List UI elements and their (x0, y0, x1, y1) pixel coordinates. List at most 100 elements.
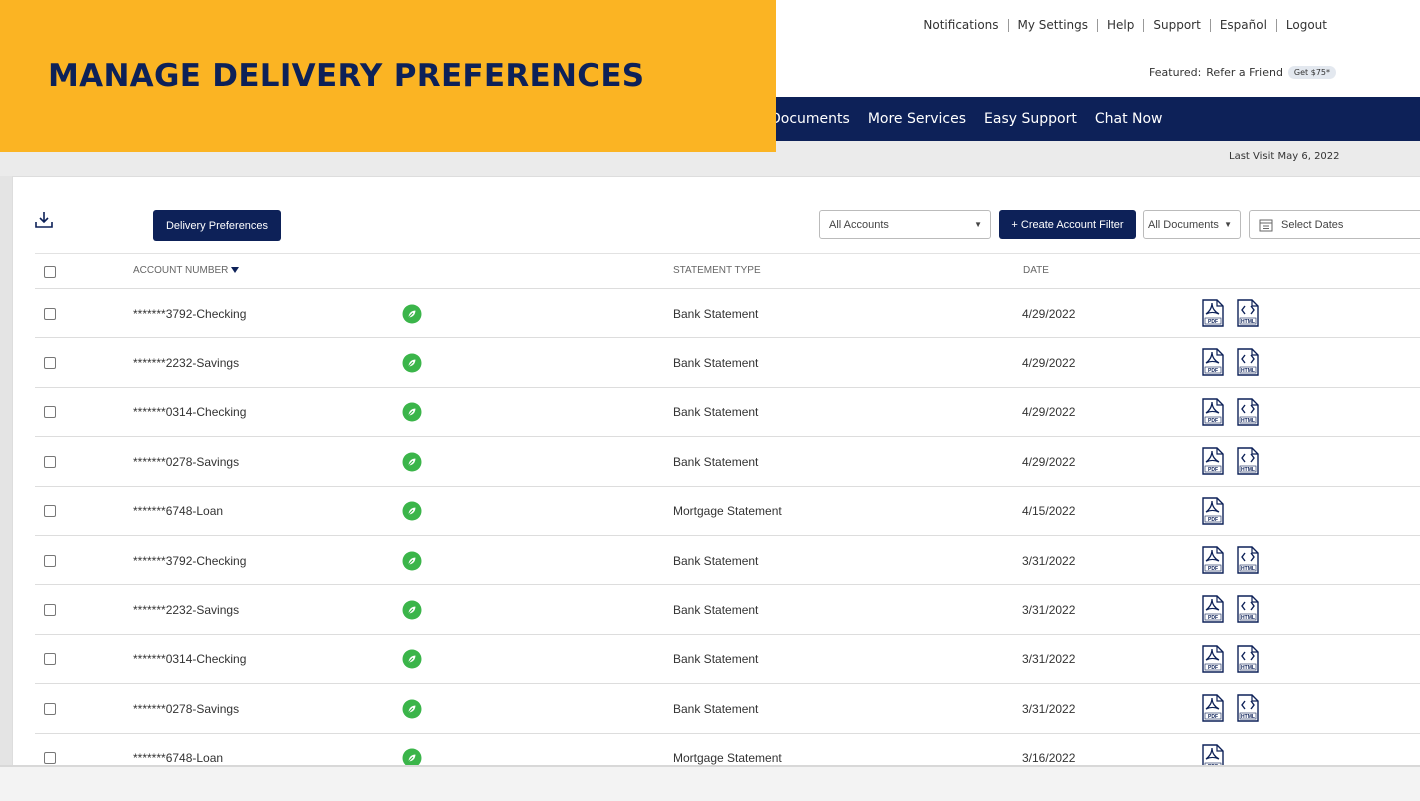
account-number: *******0314-Checking (133, 405, 247, 420)
top-link[interactable]: Support (1143, 19, 1209, 32)
pdf-icon[interactable]: PDF (1202, 546, 1224, 574)
icon-fold (1251, 398, 1258, 406)
paperless-icon (402, 551, 422, 570)
pdf-icon[interactable]: PDF (1202, 348, 1224, 377)
icon-glyph (1241, 404, 1255, 414)
select-all-checkbox[interactable] (44, 266, 56, 278)
table-row: *******6748-Loan Mortgage Statement 4/15/2… (35, 485, 1420, 536)
pdf-icon[interactable]: PDF (1202, 743, 1224, 766)
icon-fold (1216, 398, 1223, 406)
html-icon[interactable]: HTML (1237, 348, 1259, 377)
icon-fold (1251, 448, 1258, 455)
top-link[interactable]: Español (1209, 19, 1276, 32)
icon-label-bg (1204, 564, 1222, 572)
html-icon[interactable]: HTML (1237, 595, 1259, 624)
date-select-text: Select Dates (1281, 218, 1344, 231)
checkbox-cell (44, 289, 56, 338)
table-row: *******3792-Checking Bank Statement 3/31/2… (35, 535, 1420, 585)
icon-fold (1216, 349, 1223, 356)
icon-label: PDF (1208, 566, 1218, 572)
table-row: *******6748-Loan Mortgage Statement 3/16/2… (35, 732, 1420, 766)
row-checkbox[interactable] (44, 653, 56, 666)
account-number: *******6748-Loan (133, 504, 224, 519)
pdf-icon[interactable]: PDF (1202, 496, 1224, 525)
paperless-icon (402, 452, 422, 472)
icon-fold (1216, 695, 1223, 702)
html-icon[interactable]: HTML (1237, 447, 1259, 475)
featured-badge[interactable]: Get $75* (1287, 66, 1336, 79)
icon-label-bg (1239, 614, 1257, 621)
checkbox-cell (44, 338, 56, 387)
icon-fold (1251, 695, 1258, 702)
icon-leaf (407, 407, 417, 417)
icon-fold (1216, 645, 1223, 653)
statement-type: Bank Statement (673, 405, 759, 420)
paperless-icon (402, 304, 422, 323)
icon-label-bg (1239, 317, 1257, 325)
paperless-icon (402, 699, 422, 719)
download-icon[interactable] (34, 210, 54, 230)
icon-glyph (1241, 651, 1255, 661)
documents-select[interactable]: All Documents ▼ (1143, 210, 1241, 239)
pdf-icon[interactable]: PDF (1202, 299, 1224, 327)
featured-link[interactable]: Refer a Friend (1206, 66, 1283, 79)
html-icon[interactable]: HTML (1237, 299, 1259, 327)
nav-item[interactable]: More Services (867, 111, 967, 127)
icon-fold (1251, 547, 1258, 554)
column-header[interactable]: ACCOUNT NUMBER (133, 265, 240, 276)
paperless-icon (402, 649, 422, 669)
icon-label-bg (1239, 416, 1257, 424)
statement-date: 3/31/2022 (1022, 553, 1076, 568)
row-checkbox[interactable] (44, 505, 56, 518)
top-link[interactable]: Logout (1275, 19, 1336, 32)
account-number: *******0314-Checking (133, 652, 247, 667)
divider (35, 253, 1420, 254)
delivery-preferences-button[interactable]: Delivery Preferences (153, 210, 281, 241)
row-checkbox[interactable] (44, 603, 56, 616)
icon-label-bg (1204, 712, 1222, 720)
paperless-icon (402, 600, 422, 620)
pdf-icon[interactable]: PDF (1202, 645, 1224, 673)
featured-label: Featured: (1149, 66, 1202, 79)
icon-glyph (1205, 500, 1220, 513)
checkbox-cell (44, 536, 56, 585)
icon-leaf (407, 506, 417, 516)
icon-glyph (1205, 451, 1220, 463)
top-link[interactable]: Notifications (923, 18, 999, 32)
statement-date: 3/31/2022 (1022, 652, 1076, 667)
top-link[interactable]: My Settings (1007, 19, 1098, 32)
nav-item[interactable]: Documents (770, 111, 850, 127)
nav-item[interactable]: Chat Now (1094, 111, 1163, 127)
html-icon[interactable]: HTML (1237, 694, 1259, 722)
row-checkbox[interactable] (44, 702, 56, 715)
top-link[interactable]: Help (1097, 19, 1143, 32)
row-checkbox[interactable] (44, 554, 56, 567)
pdf-icon[interactable]: PDF (1202, 447, 1224, 475)
paperless-icon (402, 353, 422, 373)
row-checkbox[interactable] (44, 356, 56, 369)
row-checkbox[interactable] (44, 406, 56, 419)
html-icon[interactable]: HTML (1237, 645, 1259, 673)
documents-panel: Delivery Preferences All Accounts ▼ + Cre… (12, 176, 1420, 766)
pdf-icon[interactable]: PDF (1202, 694, 1224, 722)
date-select[interactable]: Select Dates (1249, 210, 1420, 239)
pdf-icon[interactable]: PDF (1202, 398, 1224, 426)
create-filter-button[interactable]: + Create Account Filter (999, 210, 1136, 239)
icon-glyph (1241, 453, 1255, 463)
icon-leaf (407, 753, 417, 763)
icon-fold (1216, 744, 1223, 752)
table-row: *******3792-Checking Bank Statement 4/29/2… (35, 288, 1420, 338)
row-checkbox[interactable] (44, 752, 56, 765)
leaf-cell (402, 536, 422, 585)
row-checkbox[interactable] (44, 455, 56, 468)
nav-item[interactable]: Easy Support (984, 111, 1077, 127)
top-links: Notifications My Settings Help Support Españ… (914, 19, 1336, 32)
account-select[interactable]: All Accounts ▼ (819, 210, 991, 239)
icon-label-bg (1204, 465, 1222, 473)
leaf-cell (402, 487, 422, 536)
checkbox-cell (44, 388, 56, 437)
pdf-icon[interactable]: PDF (1202, 595, 1224, 624)
html-icon[interactable]: HTML (1237, 546, 1259, 574)
row-checkbox[interactable] (44, 307, 56, 320)
html-icon[interactable]: HTML (1237, 398, 1259, 426)
